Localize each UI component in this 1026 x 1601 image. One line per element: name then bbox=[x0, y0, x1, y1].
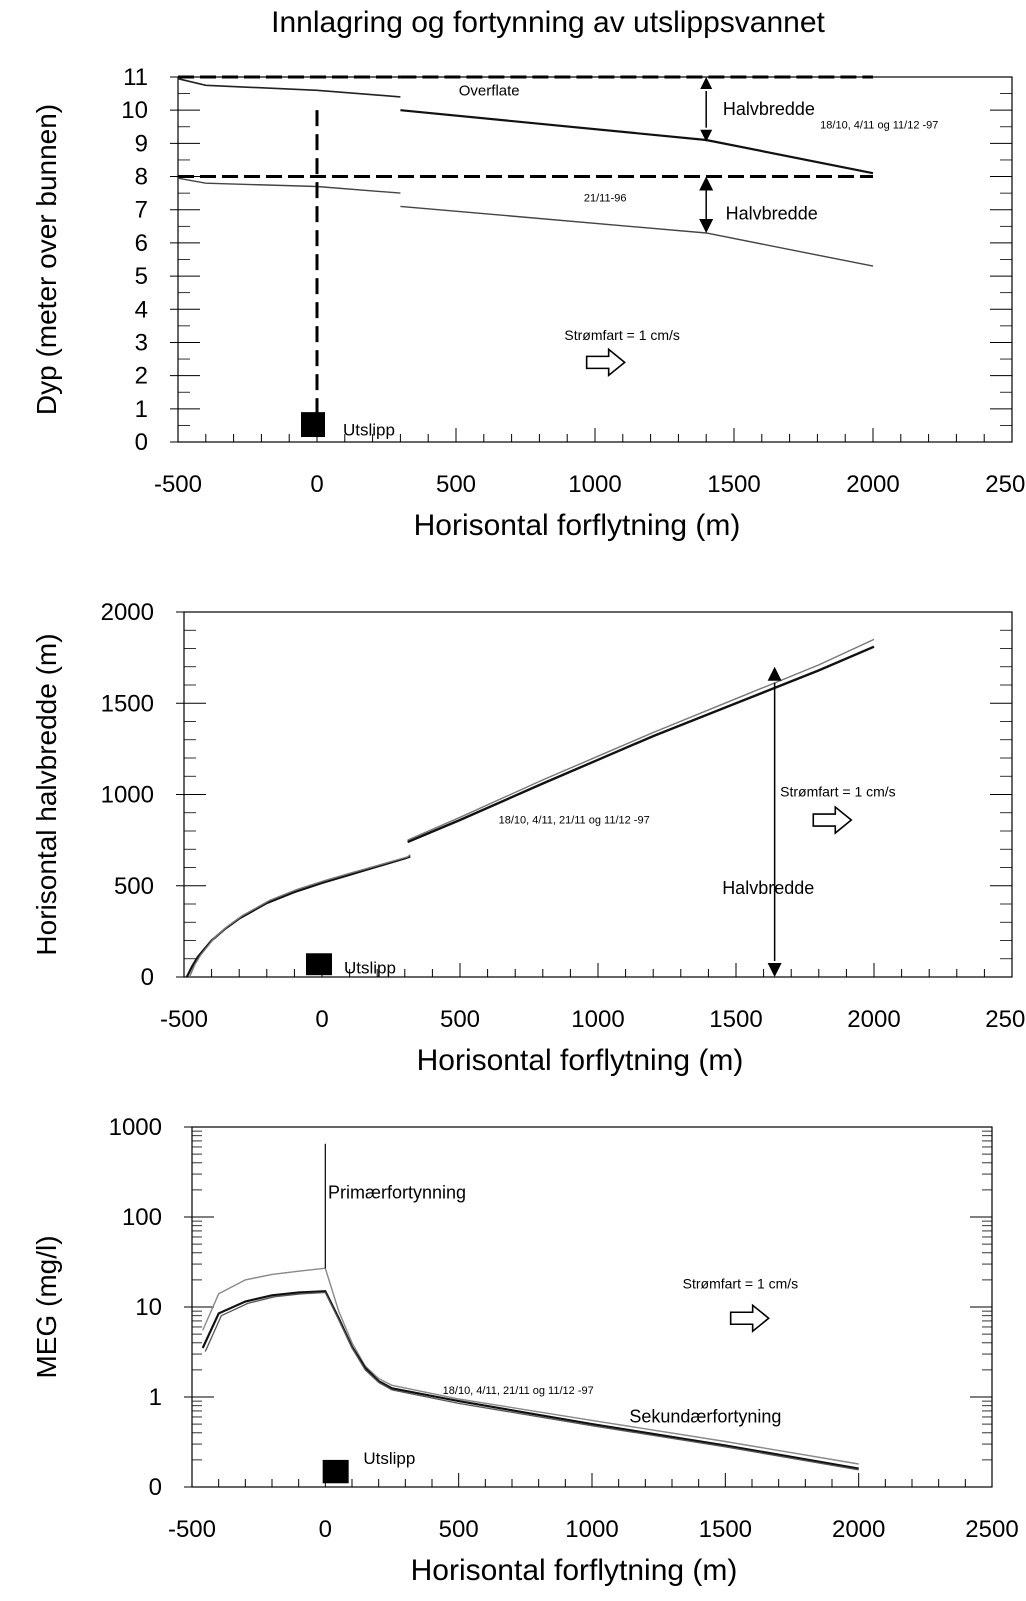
current-speed-label: Strømfart = 1 cm/s bbox=[683, 1276, 799, 1292]
series-line bbox=[400, 205, 874, 267]
y-tick-label: 0 bbox=[141, 964, 154, 991]
x-axis-label: Horisontal forflytning (m) bbox=[414, 509, 741, 542]
outlet-label: Utslipp bbox=[344, 958, 396, 977]
y-tick-label: 1500 bbox=[101, 690, 154, 717]
x-tick-label: 500 bbox=[439, 1516, 479, 1543]
current-arrow-icon bbox=[812, 805, 853, 835]
x-tick-label: 500 bbox=[436, 471, 476, 498]
series-line bbox=[407, 645, 875, 844]
series-line bbox=[204, 1291, 859, 1471]
dates-label: 18/10, 4/11, 21/11 og 11/12 -97 bbox=[499, 815, 650, 827]
y-axis-label: Horisontal halvbredde (m) bbox=[31, 633, 62, 955]
x-tick-label: 1000 bbox=[571, 1006, 624, 1033]
current-speed-label: Strømfart = 1 cm/s bbox=[780, 783, 896, 799]
meg-chart: -500 0 500 1000 1500 2000 250001101001000Horis… bbox=[31, 1114, 1019, 1587]
x-tick-label: 0 bbox=[310, 471, 323, 498]
arrow-up-icon bbox=[699, 176, 714, 191]
y-tick-label: 1000 bbox=[101, 782, 154, 809]
series-line bbox=[185, 855, 411, 978]
y-tick-label: 1000 bbox=[109, 1114, 162, 1141]
y-tick-label: 2 bbox=[135, 363, 148, 390]
x-tick-label: 0 bbox=[315, 1006, 328, 1033]
y-tick-label: 0 bbox=[135, 429, 148, 456]
arrow-down-icon bbox=[767, 963, 782, 977]
x-tick-label: 0 bbox=[319, 1516, 332, 1543]
current-arrow-icon bbox=[585, 347, 626, 378]
y-tick-label: 0 bbox=[149, 1474, 162, 1501]
y-tick-label: 9 bbox=[135, 130, 148, 157]
arrow-down-icon bbox=[699, 218, 714, 233]
plot-frame bbox=[191, 1126, 993, 1488]
depth-chart: -5000500100015002000250001234567891011Ho… bbox=[31, 64, 1026, 542]
y-tick-label: 11 bbox=[123, 64, 148, 91]
y-axis-label: MEG (mg/l) bbox=[31, 1235, 62, 1378]
y-tick-label: 3 bbox=[135, 329, 148, 356]
x-tick-label: 1000 bbox=[568, 471, 621, 498]
current-speed-label: Strømfart = 1 cm/s bbox=[564, 327, 680, 343]
arrow-up-icon bbox=[700, 77, 713, 89]
arrow-down-icon bbox=[700, 129, 713, 142]
y-tick-label: 1 bbox=[149, 1384, 162, 1411]
halfwidth-chart: -500050010001500200025000500100015002000… bbox=[31, 599, 1026, 1077]
series-line bbox=[400, 109, 874, 175]
x-tick-label: 1500 bbox=[709, 1006, 762, 1033]
x-tick-label: -500 bbox=[154, 471, 202, 498]
x-tick-label: 2500 bbox=[965, 1516, 1018, 1543]
series-line bbox=[177, 77, 401, 98]
secondary-dilution-label: Sekundærfortyning bbox=[629, 1407, 781, 1427]
series-line bbox=[188, 854, 411, 978]
y-tick-label: 8 bbox=[135, 164, 148, 191]
halfwidth-label: Halvbredde bbox=[726, 204, 818, 224]
x-tick-label: 1500 bbox=[707, 471, 760, 498]
x-tick-label: 1000 bbox=[565, 1516, 618, 1543]
outlet-label: Utslipp bbox=[363, 1449, 415, 1468]
y-tick-label: 7 bbox=[135, 197, 148, 224]
y-tick-label: 2000 bbox=[101, 599, 154, 626]
y-tick-label: 10 bbox=[121, 97, 148, 124]
x-tick-label: 500 bbox=[440, 1006, 480, 1033]
outlet-marker bbox=[301, 412, 325, 438]
dates-label: 21/11-96 bbox=[584, 192, 627, 204]
y-tick-label: 1 bbox=[135, 396, 148, 423]
arrow-up-icon bbox=[767, 666, 782, 681]
series-line bbox=[407, 638, 875, 841]
y-tick-label: 4 bbox=[135, 296, 148, 323]
y-tick-label: 5 bbox=[135, 263, 148, 290]
x-axis-label: Horisontal forflytning (m) bbox=[417, 1044, 744, 1077]
y-tick-label: 6 bbox=[135, 230, 148, 257]
x-tick-label: 2000 bbox=[846, 471, 899, 498]
outlet-label: Utslipp bbox=[343, 420, 395, 439]
x-tick-label: 2000 bbox=[847, 1006, 900, 1033]
x-tick-label: 1500 bbox=[699, 1516, 752, 1543]
halfwidth-label: Halvbredde bbox=[723, 99, 815, 119]
y-axis-label: Dyp (meter over bunnen) bbox=[31, 104, 62, 415]
y-tick-label: 100 bbox=[122, 1204, 162, 1231]
figure-title: Innlagring og fortynning av utslippsvann… bbox=[271, 6, 825, 39]
outlet-marker bbox=[322, 1459, 349, 1484]
series-line bbox=[202, 1267, 859, 1465]
x-tick-label: 2000 bbox=[832, 1516, 885, 1543]
x-tick-label: -500 bbox=[160, 1006, 208, 1033]
halfwidth-label: Halvbredde bbox=[722, 878, 814, 898]
primary-dilution-label: Primærfortynning bbox=[328, 1183, 466, 1203]
surface-label: Overflate bbox=[459, 82, 520, 99]
x-axis-label: Horisontal forflytning (m) bbox=[411, 1554, 738, 1587]
y-tick-label: 500 bbox=[114, 873, 154, 900]
outlet-marker bbox=[306, 953, 332, 976]
x-tick-label: -500 bbox=[168, 1516, 216, 1543]
series-line bbox=[177, 177, 401, 194]
x-tick-label: 2500 bbox=[985, 471, 1026, 498]
current-arrow-icon bbox=[729, 1303, 770, 1333]
plot-frame bbox=[177, 76, 1013, 443]
y-tick-label: 10 bbox=[135, 1294, 162, 1321]
dates-label: 18/10, 4/11, 21/11 og 11/12 -97 bbox=[443, 1385, 594, 1397]
dates-label: 18/10, 4/11 og 11/12 -97 bbox=[820, 119, 938, 131]
x-tick-label: 2500 bbox=[985, 1006, 1026, 1033]
